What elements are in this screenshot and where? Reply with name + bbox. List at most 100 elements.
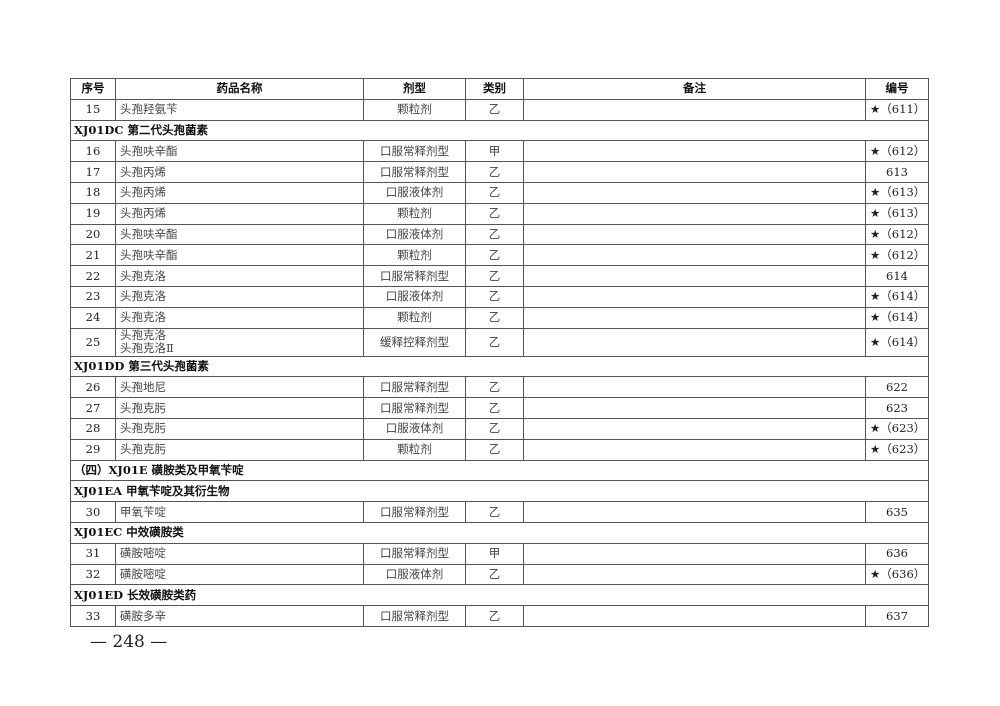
- row-number: 25: [70, 327, 116, 357]
- drug-name: 头孢呋辛酯: [115, 223, 364, 246]
- note: [523, 181, 866, 204]
- table-row: 15 头孢羟氨苄 颗粒剂乙 ★（611）: [70, 98, 929, 121]
- category: 乙: [465, 306, 524, 329]
- drug-name: 甲氧苄啶: [115, 501, 364, 523]
- note: [523, 376, 866, 399]
- dosage-form: 颗粒剂: [363, 244, 466, 267]
- table-row: 19 头孢丙烯 颗粒剂乙 ★（613）: [70, 202, 929, 225]
- drug-table: 序号 药品名称 剂型 类别 备注 编号 15 头孢羟氨苄 颗粒剂乙 ★（611） XJ0…: [70, 78, 929, 627]
- row-number: 29: [70, 438, 116, 461]
- code: 637: [865, 605, 929, 627]
- drug-name: 头孢克肟: [115, 417, 364, 440]
- dosage-form: 口服常释剂型: [363, 140, 466, 163]
- drug-name: 头孢丙烯: [115, 202, 364, 225]
- row-number: 27: [70, 397, 116, 419]
- row-number: 33: [70, 605, 116, 627]
- code: 623: [865, 397, 929, 419]
- code: ★（612）: [865, 140, 929, 163]
- category: 甲: [465, 140, 524, 163]
- section-label: XJ01DD 第三代头孢菌素: [70, 355, 929, 378]
- drug-name-line: 头孢克洛Ⅱ: [120, 341, 174, 356]
- table-row: 31 磺胺嘧啶 口服常释剂型甲 636: [70, 542, 929, 565]
- dosage-form: 颗粒剂: [363, 306, 466, 329]
- dosage-form: 口服液体剂: [363, 181, 466, 204]
- row-number: 32: [70, 563, 116, 586]
- row-number: 15: [70, 98, 116, 121]
- category: 乙: [465, 285, 524, 308]
- table-row: 32 磺胺嘧啶 口服液体剂乙 ★（636）: [70, 563, 929, 586]
- table-row: 29 头孢克肟 颗粒剂乙 ★（623）: [70, 438, 929, 461]
- category: 乙: [465, 223, 524, 246]
- row-number: 31: [70, 542, 116, 565]
- note: [523, 501, 866, 523]
- table-row: 20 头孢呋辛酯 口服液体剂乙 ★（612）: [70, 223, 929, 246]
- note: [523, 265, 866, 287]
- section-row: XJ01EC 中效磺胺类: [70, 521, 929, 544]
- category: 乙: [465, 202, 524, 225]
- drug-name: 头孢丙烯: [115, 161, 364, 183]
- category: 乙: [465, 244, 524, 267]
- code: ★（614）: [865, 306, 929, 329]
- table-row: 33 磺胺多辛 口服常释剂型乙 637: [70, 605, 929, 627]
- row-number: 23: [70, 285, 116, 308]
- code: ★（612）: [865, 223, 929, 246]
- row-number: 28: [70, 417, 116, 440]
- drug-name: 头孢克肟: [115, 397, 364, 419]
- dosage-form: 口服常释剂型: [363, 265, 466, 287]
- category: 乙: [465, 501, 524, 523]
- category: 乙: [465, 438, 524, 461]
- dosage-form: 口服液体剂: [363, 563, 466, 586]
- dosage-form: 口服液体剂: [363, 223, 466, 246]
- row-number: 20: [70, 223, 116, 246]
- note: [523, 285, 866, 308]
- dosage-form: 口服液体剂: [363, 285, 466, 308]
- dosage-form: 口服常释剂型: [363, 397, 466, 419]
- section-label: XJ01EA 甲氧苄啶及其衍生物: [70, 480, 929, 503]
- table-row: 21 头孢呋辛酯 颗粒剂乙 ★（612）: [70, 244, 929, 267]
- header-note: 备注: [523, 78, 866, 100]
- category: 乙: [465, 563, 524, 586]
- header-code: 编号: [865, 78, 929, 100]
- code: ★（623）: [865, 438, 929, 461]
- table-row: 30 甲氧苄啶 口服常释剂型乙 635: [70, 501, 929, 523]
- code: ★（613）: [865, 202, 929, 225]
- row-number: 21: [70, 244, 116, 267]
- drug-name: 头孢克洛: [115, 306, 364, 329]
- note: [523, 98, 866, 121]
- category: 乙: [465, 376, 524, 399]
- page-number: — 248 —: [90, 632, 168, 652]
- note: [523, 397, 866, 419]
- row-number: 30: [70, 501, 116, 523]
- note: [523, 417, 866, 440]
- drug-name: 头孢羟氨苄: [115, 98, 364, 121]
- dosage-form: 颗粒剂: [363, 98, 466, 121]
- note: [523, 202, 866, 225]
- note: [523, 327, 866, 357]
- header-name: 药品名称: [115, 78, 364, 100]
- drug-name: 头孢呋辛酯: [115, 244, 364, 267]
- drug-name: 头孢克洛: [115, 265, 364, 287]
- table-row: 18 头孢丙烯 口服液体剂乙 ★（613）: [70, 181, 929, 204]
- section-row: （四）XJ01E 磺胺类及甲氧苄啶: [70, 459, 929, 482]
- note: [523, 223, 866, 246]
- dosage-form: 口服常释剂型: [363, 501, 466, 523]
- table-row: 25 头孢克洛 头孢克洛Ⅱ 缓释控释剂型乙 ★（614）: [70, 327, 929, 357]
- code: ★（611）: [865, 98, 929, 121]
- drug-name: 磺胺嘧啶: [115, 542, 364, 565]
- section-row: XJ01DC 第二代头孢菌素: [70, 119, 929, 142]
- dosage-form: 口服液体剂: [363, 417, 466, 440]
- note: [523, 542, 866, 565]
- note: [523, 306, 866, 329]
- section-row: XJ01DD 第三代头孢菌素: [70, 355, 929, 378]
- note: [523, 563, 866, 586]
- drug-name-line: 头孢克洛: [120, 328, 166, 343]
- code: ★（636）: [865, 563, 929, 586]
- code: ★（614）: [865, 285, 929, 308]
- row-number: 22: [70, 265, 116, 287]
- header-category: 类别: [465, 78, 524, 100]
- code: ★（612）: [865, 244, 929, 267]
- dosage-form: 口服常释剂型: [363, 161, 466, 183]
- header-form: 剂型: [363, 78, 466, 100]
- category: 乙: [465, 417, 524, 440]
- drug-name: 磺胺嘧啶: [115, 563, 364, 586]
